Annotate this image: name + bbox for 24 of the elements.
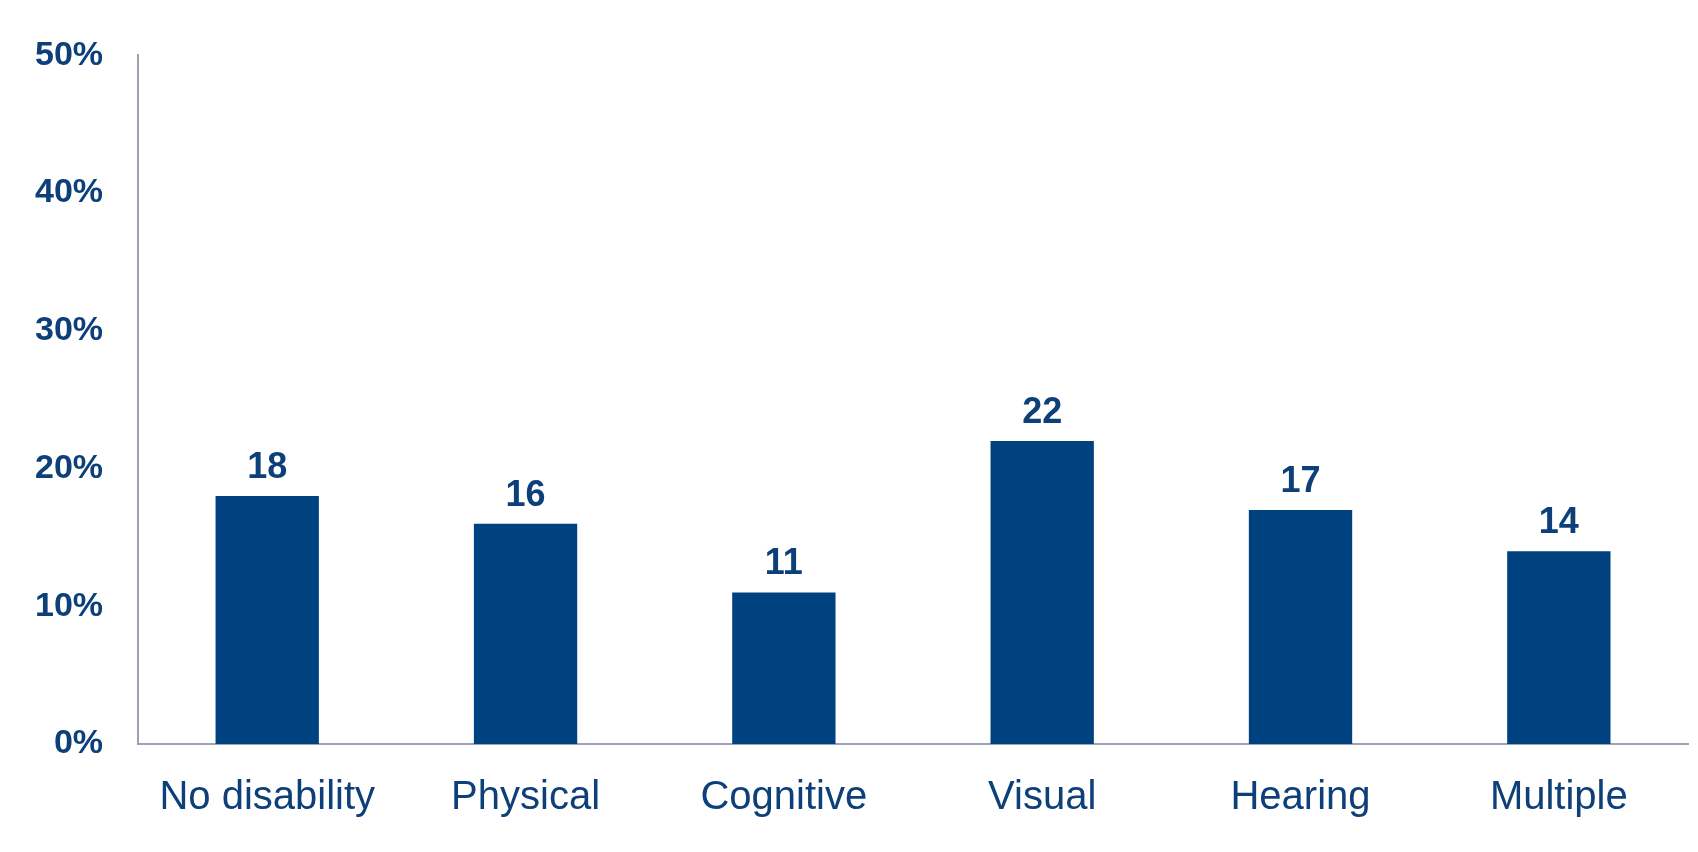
x-tick-label: Visual xyxy=(988,773,1097,818)
x-tick-label: Cognitive xyxy=(700,773,868,818)
x-tick-label: No disability xyxy=(159,773,376,818)
data-label: 22 xyxy=(1022,389,1063,431)
bar xyxy=(990,441,1094,744)
x-tick-label: Hearing xyxy=(1230,773,1371,818)
bar xyxy=(1507,551,1611,744)
y-tick-label: 30% xyxy=(34,309,104,348)
y-tick-label: 10% xyxy=(34,584,104,623)
y-tick-label: 20% xyxy=(34,446,104,485)
data-label: 17 xyxy=(1280,458,1321,500)
y-tick-label: 50% xyxy=(34,33,104,72)
data-label: 14 xyxy=(1538,500,1579,542)
x-tick-label: Multiple xyxy=(1489,773,1628,818)
data-label: 11 xyxy=(764,541,803,583)
bar xyxy=(215,496,319,744)
data-label: 16 xyxy=(505,472,546,514)
data-label: 18 xyxy=(247,445,288,487)
bar xyxy=(1248,509,1353,744)
y-tick-label: 0% xyxy=(53,722,104,761)
bar xyxy=(473,523,578,744)
y-tick-label: 40% xyxy=(34,171,104,210)
x-tick-label: Physical xyxy=(451,773,601,818)
bar xyxy=(732,592,836,744)
